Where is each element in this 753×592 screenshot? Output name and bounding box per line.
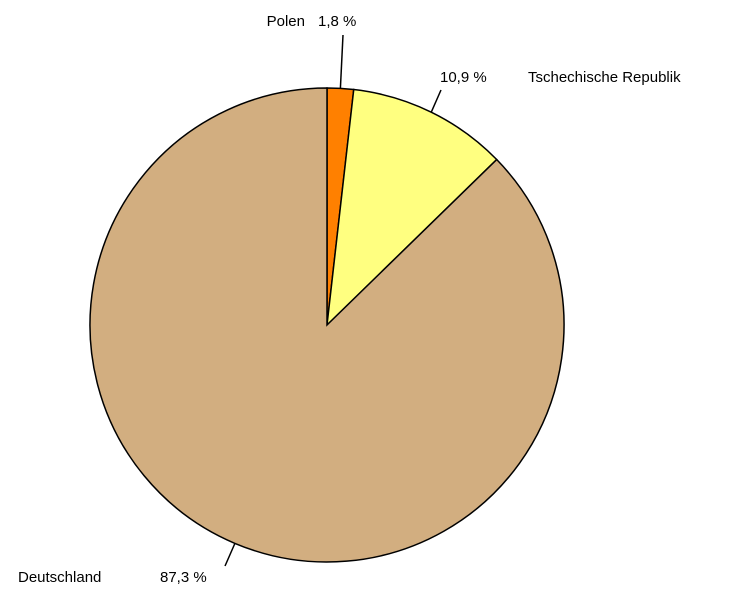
value-label: 1,8 % xyxy=(318,13,356,30)
slice-label: Tschechische Republik xyxy=(528,69,681,86)
pie-slice xyxy=(326,88,498,328)
value-label: 10,9 % xyxy=(440,69,487,86)
leader-line xyxy=(430,89,442,113)
leader-line xyxy=(339,34,344,89)
slice-label: Polen xyxy=(267,13,305,30)
leader-line xyxy=(224,543,236,567)
value-label: 87,3 % xyxy=(160,569,207,586)
slice-label: Deutschland xyxy=(18,569,101,586)
